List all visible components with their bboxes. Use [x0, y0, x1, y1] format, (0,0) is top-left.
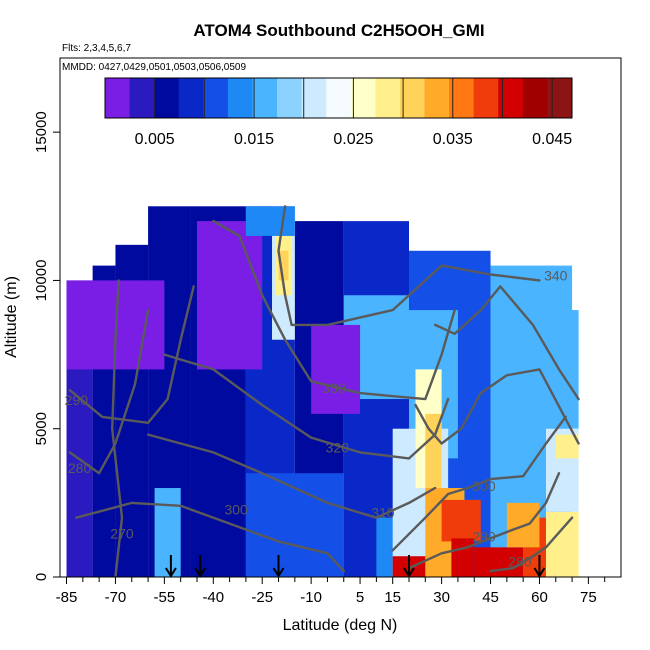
- chart-title: ATOM4 Southbound C2H5OOH_GMI: [193, 21, 484, 40]
- contour-line-340-7: [277, 205, 541, 327]
- colorbar-swatch-9: [326, 78, 352, 118]
- colorbar-swatch-3: [178, 78, 204, 118]
- heatmap-cell-30: [474, 547, 524, 577]
- colorbar-swatch-8: [301, 78, 327, 118]
- colorbar-swatch-10: [350, 78, 376, 118]
- contour-label-0: 290: [65, 392, 89, 408]
- sounding-marker-2: [272, 555, 285, 578]
- contour-label-6: 330: [322, 380, 346, 396]
- colorbar-swatch-15: [473, 78, 499, 118]
- contour-line-320-5: [163, 353, 450, 460]
- x-tick-label-11: 75: [580, 589, 597, 606]
- colorbar-swatch-12: [399, 78, 426, 118]
- sounding-marker-1: [194, 555, 207, 578]
- x-tick-label-7: 15: [384, 589, 401, 606]
- x-axis: -85 -70 -55 -40 -25 -10 5 15 30 45 60 75: [56, 577, 606, 606]
- heatmap-cell-14: [278, 250, 289, 281]
- contour-label-2: 270: [110, 525, 134, 541]
- x-tick-label-1: -70: [105, 589, 127, 606]
- plot-frame: [59, 57, 622, 578]
- contour-line-290-9: [407, 472, 561, 570]
- colorbar-tick-label-3: 0.035: [433, 131, 473, 148]
- colorbar-tick-label-2: 0.025: [333, 131, 373, 148]
- colorbar-swatch-5: [227, 78, 253, 118]
- contour-line-270-0: [111, 279, 124, 577]
- x-tick-label-6: 5: [356, 589, 364, 606]
- contour-line-310-11: [414, 368, 580, 445]
- dates-note: MMDD: 0427,0429,0501,0503,0506,0509: [62, 62, 246, 73]
- heatmap-cell-35: [555, 434, 579, 459]
- contour-label-9: 290: [472, 528, 496, 544]
- flights-note: Flts: 2,3,4,5,6,7: [62, 43, 131, 54]
- colorbar-swatch-17: [522, 78, 548, 118]
- heatmap-cell-19: [311, 324, 361, 414]
- y-tick-label-1: 5000: [33, 412, 50, 445]
- heatmap-cell-20: [154, 488, 181, 577]
- x-tick-label-3: -40: [202, 589, 224, 606]
- y-tick-label-3: 15000: [33, 111, 50, 153]
- contour-labels: 290 280 270 300 310 320 330 340 300 290 280: [65, 267, 568, 569]
- colorbar-swatch-4: [203, 78, 229, 118]
- x-tick-label-8: 30: [433, 589, 450, 606]
- colorbar: 0.005 0.015 0.025 0.035 0.045: [104, 77, 573, 148]
- colorbar-swatch-18: [547, 78, 573, 118]
- contour-line-300-8: [391, 415, 567, 552]
- colorbar-swatch-1: [129, 78, 155, 118]
- x-tick-label-0: -85: [56, 589, 78, 606]
- contour-label-8: 300: [472, 478, 496, 494]
- colorbar-swatch-13: [424, 78, 450, 118]
- contour-line-290-2: [68, 285, 195, 424]
- contour-line-280-1: [68, 308, 150, 475]
- colorbar-swatch-7: [277, 78, 303, 118]
- heatmap-cell-11: [196, 221, 263, 370]
- colorbar-frame: [104, 77, 573, 119]
- sounding-markers: [165, 555, 546, 578]
- y-axis: 0 5000 10000 15000: [33, 111, 60, 581]
- contour-line-280-10: [489, 516, 574, 573]
- y-axis-title: Altitude (m): [3, 276, 20, 358]
- contour-label-4: 310: [371, 505, 395, 521]
- x-tick-label-10: 60: [531, 589, 548, 606]
- colorbar-swatch-6: [252, 78, 278, 118]
- colorbar-swatch-0: [105, 78, 131, 118]
- contour-label-5: 320: [326, 439, 350, 455]
- x-axis-title: Latitude (deg N): [283, 617, 398, 634]
- colorbar-swatch-14: [449, 78, 475, 118]
- colorbar-tick-label-1: 0.015: [234, 131, 274, 148]
- heatmap-cell-21: [245, 473, 344, 577]
- contour-line-330-6: [212, 219, 456, 401]
- x-tick-label-5: -10: [300, 589, 322, 606]
- colorbar-swatch-2: [154, 78, 180, 118]
- contour-line-300-3: [75, 501, 345, 573]
- heatmap-cell-25: [425, 413, 442, 489]
- heatmap-cell-28: [451, 538, 475, 577]
- colorbar-tick-label-0: 0.005: [135, 131, 175, 148]
- contour-layer: [68, 205, 580, 577]
- contour-label-1: 280: [68, 460, 92, 476]
- sounding-marker-4: [533, 555, 546, 578]
- contour-label-3: 300: [224, 502, 248, 518]
- y-tick-label-0: 0: [33, 573, 50, 581]
- contour-line-310-4: [146, 433, 437, 519]
- x-tick-label-4: -25: [251, 589, 273, 606]
- heatmap-layer: [66, 206, 579, 577]
- heatmap-cell-15: [245, 206, 295, 236]
- colorbar-tick-label-4: 0.045: [532, 131, 572, 148]
- heatmap-cell-27: [441, 499, 481, 542]
- y-tick-label-2: 10000: [33, 260, 50, 302]
- x-tick-label-9: 45: [482, 589, 499, 606]
- contour-line-320-12: [433, 285, 580, 401]
- contour-label-7: 340: [544, 267, 568, 283]
- sounding-marker-3: [403, 555, 415, 578]
- colorbar-swatch-11: [375, 78, 401, 118]
- heatmap-cell-33: [545, 511, 579, 577]
- x-tick-label-2: -55: [154, 589, 176, 606]
- contour-label-10: 280: [508, 554, 532, 570]
- sounding-marker-0: [165, 555, 177, 578]
